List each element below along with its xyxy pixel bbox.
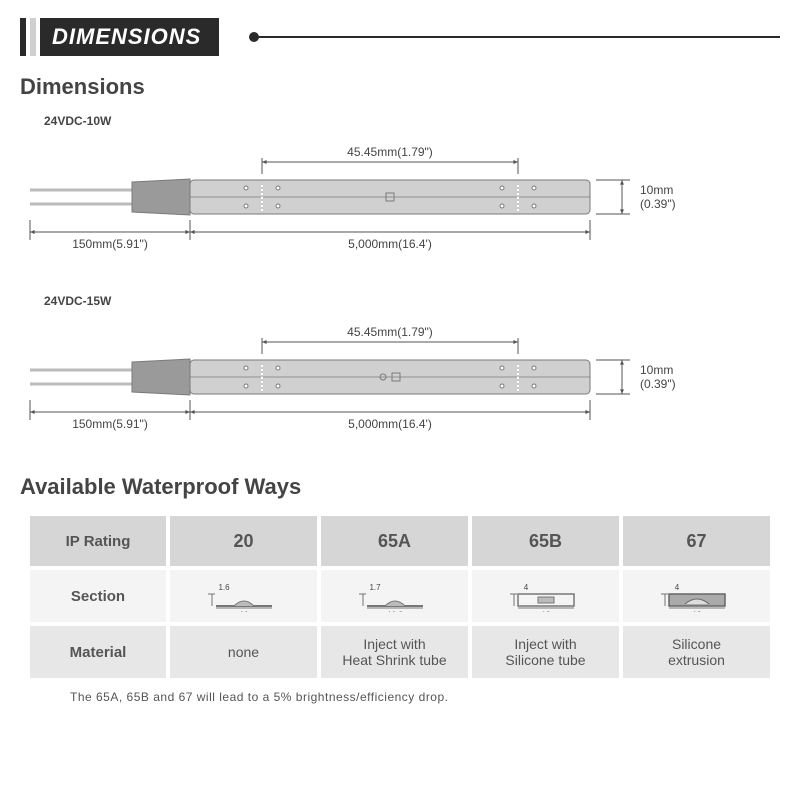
section-icon: 4 12 — [657, 580, 737, 612]
table-cell-section: 1.6 10 — [168, 568, 319, 624]
dimension-diagram: 45.45mm(1.79") 10mm (0.39") 150mm(5.91")… — [20, 314, 760, 454]
title-tick-1 — [20, 18, 26, 56]
table-cell-material: Inject withSilicone tube — [470, 624, 621, 680]
title-row: DIMENSIONS — [20, 18, 780, 56]
svg-text:10mm: 10mm — [640, 183, 673, 197]
table-head-label: IP Rating — [28, 514, 168, 568]
svg-text:45.45mm(1.79"): 45.45mm(1.79") — [347, 145, 433, 159]
table-head-rating: 65B — [470, 514, 621, 568]
diagram-1: 24VDC-10W 45 — [20, 114, 780, 274]
dimension-diagram: 45.45mm(1.79") 10mm (0.39") 150mm(5.91")… — [20, 134, 760, 274]
table-cell-material: Siliconeextrusion — [621, 624, 772, 680]
svg-text:12: 12 — [692, 611, 701, 612]
svg-text:1.7: 1.7 — [369, 583, 381, 592]
table-head-rating: 67 — [621, 514, 772, 568]
svg-text:(0.39"): (0.39") — [640, 377, 676, 391]
svg-text:150mm(5.91"): 150mm(5.91") — [72, 237, 148, 251]
waterproof-table: IP Rating2065A65B67 Section 1.6 10 1.7 10… — [28, 514, 772, 680]
svg-text:10.2: 10.2 — [387, 611, 403, 612]
table-head-rating: 65A — [319, 514, 470, 568]
diagrams-container: 24VDC-10W 45 — [20, 114, 780, 454]
svg-text:12: 12 — [541, 611, 550, 612]
table-row-label: Material — [28, 624, 168, 680]
footnote: The 65A, 65B and 67 will lead to a 5% br… — [70, 690, 780, 704]
section-icon: 1.7 10.2 — [355, 580, 435, 612]
section-icon: 1.6 10 — [204, 580, 284, 612]
heading-waterproof: Available Waterproof Ways — [20, 474, 780, 500]
title-line — [255, 36, 780, 38]
table-cell-material: none — [168, 624, 319, 680]
table-cell-section: 4 12 — [470, 568, 621, 624]
table-row-label: Section — [28, 568, 168, 624]
svg-text:10mm: 10mm — [640, 363, 673, 377]
svg-text:45.45mm(1.79"): 45.45mm(1.79") — [347, 325, 433, 339]
heading-dimensions: Dimensions — [20, 74, 780, 100]
section-icon: 4 12 — [506, 580, 586, 612]
svg-text:150mm(5.91"): 150mm(5.91") — [72, 417, 148, 431]
svg-text:4: 4 — [674, 583, 679, 592]
diagram-2: 24VDC-15W — [20, 294, 780, 454]
table-head-rating: 20 — [168, 514, 319, 568]
svg-text:10: 10 — [239, 611, 248, 612]
model-label: 24VDC-10W — [44, 114, 780, 128]
svg-text:5,000mm(16.4'): 5,000mm(16.4') — [348, 417, 432, 431]
model-label: 24VDC-15W — [44, 294, 780, 308]
svg-text:5,000mm(16.4'): 5,000mm(16.4') — [348, 237, 432, 251]
title-tick-2 — [30, 18, 36, 56]
table-cell-section: 4 12 — [621, 568, 772, 624]
table-cell-section: 1.7 10.2 — [319, 568, 470, 624]
svg-text:1.6: 1.6 — [218, 583, 230, 592]
svg-text:(0.39"): (0.39") — [640, 197, 676, 211]
table-cell-material: Inject withHeat Shrink tube — [319, 624, 470, 680]
svg-text:4: 4 — [523, 583, 528, 592]
title-badge: DIMENSIONS — [40, 18, 219, 56]
